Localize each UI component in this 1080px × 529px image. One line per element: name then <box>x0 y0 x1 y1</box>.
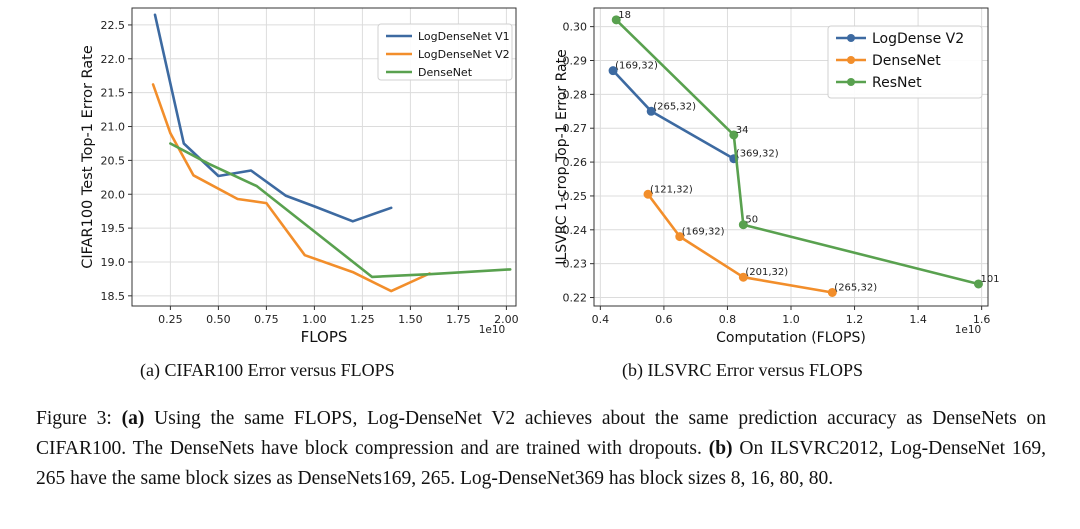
chart2-point-label: 18 <box>618 10 631 21</box>
chart2-y-tick-label: 0.24 <box>563 224 588 237</box>
chart1-x-tick-label: 1.25 <box>350 313 375 326</box>
chart1-legend-box <box>377 23 513 81</box>
chart2-y-tick-label: 0.26 <box>563 156 588 169</box>
chart2-point-label: (369,32) <box>736 149 779 160</box>
chart2-y-axis-label: ILSVRC 1-crop Top-1 Error Rate <box>554 49 570 264</box>
chart1-y-tick-label: 21.0 <box>101 121 126 134</box>
chart1-x-tick-label: 2.00 <box>494 313 519 326</box>
chart1-legend-label-3: DenseNet <box>418 66 473 79</box>
chart2-series-line-1 <box>611 69 736 160</box>
chart2-y-tick-label: 0.27 <box>563 122 588 135</box>
chart2-plot-frame <box>593 7 989 307</box>
chart2-legend-marker-2 <box>847 56 855 64</box>
chart2-data-point <box>643 189 653 199</box>
chart2-legend-box <box>827 25 983 99</box>
chart1-x-tick-label: 1.00 <box>302 313 327 326</box>
chart1-y-tick-label: 18.5 <box>101 290 126 303</box>
chart2-y-tick-label: 0.30 <box>563 21 588 34</box>
chart1-y-tick-label: 20.5 <box>101 154 126 167</box>
chart2-legend-marker-3 <box>847 78 855 86</box>
caption-text-b: On ILSVRC2012, Log-DenseNet 169, 265 hav… <box>36 438 1047 489</box>
chart1-series-line-3 <box>169 142 512 279</box>
chart2-point-label: (121,32) <box>650 184 693 195</box>
chart2-x-offset-label: 1e10 <box>955 324 982 336</box>
chart2-point-label: 50 <box>745 215 758 226</box>
chart1-x-axis-label: FLOPS <box>301 328 348 346</box>
chart2-y-tick-label: 0.25 <box>563 190 588 203</box>
chart2-legend-marker-1 <box>847 34 855 42</box>
chart2-data-point <box>827 287 837 297</box>
chart2-data-point <box>738 220 748 230</box>
chart2-x-tick-label: 1.2 <box>846 313 864 326</box>
chart2-data-point <box>608 66 618 76</box>
chart1-series-line-1 <box>153 13 393 223</box>
caption-text-a: Using the same FLOPS, Log-DenseNet V2 ac… <box>36 408 1046 459</box>
chart2-data-point <box>611 15 621 25</box>
chart2-legend-label-1: LogDense V2 <box>872 31 964 47</box>
chart1-y-tick-label: 21.5 <box>101 87 126 100</box>
caption-tag-b: (b) <box>708 438 733 459</box>
chart1-x-offset-label: 1e10 <box>479 324 506 336</box>
chart1-y-tick-label: 22.0 <box>101 53 126 66</box>
chart1-y-tick-label: 19.5 <box>101 222 126 235</box>
chart2-legend-label-3: ResNet <box>872 75 922 91</box>
chart2-point-label: (265,32) <box>653 101 696 112</box>
chart2-x-tick-label: 1.4 <box>909 313 927 326</box>
chart2-series-line-2 <box>646 193 834 294</box>
chart2-x-tick-label: 1.6 <box>973 313 991 326</box>
chart1-x-tick-label: 1.50 <box>398 313 423 326</box>
chart2-point-label: 101 <box>980 274 999 285</box>
chart2-data-point <box>973 279 983 289</box>
chart2-x-tick-label: 1.0 <box>782 313 800 326</box>
chart2-data-point <box>675 232 685 242</box>
chart2-series-line-3 <box>614 18 980 286</box>
chart2-y-tick-label: 0.22 <box>563 292 588 305</box>
chart1-x-tick-label: 0.75 <box>254 313 279 326</box>
chart1-x-tick-label: 1.75 <box>446 313 471 326</box>
chart2-y-tick-label: 0.29 <box>563 54 588 67</box>
chart1-series-line-2 <box>151 83 431 293</box>
chart2-data-point <box>646 106 656 116</box>
chart2-x-tick-label: 0.6 <box>655 313 673 326</box>
chart1-plot-frame <box>131 7 517 307</box>
chart1-y-axis-label: CIFAR100 Test Top-1 Error Rate <box>80 45 96 269</box>
chart2-data-point <box>729 130 739 140</box>
chart2-y-tick-label: 0.28 <box>563 88 588 101</box>
figure-caption: Figure 3: (a) Using the same FLOPS, Log-… <box>36 404 1046 494</box>
chart1-y-tick-label: 22.5 <box>101 19 126 32</box>
chart1-x-tick-label: 0.50 <box>206 313 231 326</box>
chart2-legend-label-2: DenseNet <box>872 53 941 69</box>
subcaption-a: (a) CIFAR100 Error versus FLOPS <box>140 360 395 380</box>
chart2-point-label: (169,32) <box>682 227 725 238</box>
caption-figure-label: Figure 3: <box>36 408 122 429</box>
chart2-point-label: (169,32) <box>615 61 658 72</box>
chart2-point-label: 34 <box>736 125 749 136</box>
chart2-point-label: (201,32) <box>745 267 788 278</box>
chart2-data-point <box>738 272 748 282</box>
chart2-x-tick-label: 0.8 <box>719 313 737 326</box>
subcaption-b: (b) ILSVRC Error versus FLOPS <box>622 360 863 380</box>
chart2-point-label: (265,32) <box>834 282 877 293</box>
chart1-x-tick-label: 0.25 <box>158 313 183 326</box>
chart2-x-axis-label: Computation (FLOPS) <box>716 330 866 346</box>
figure-canvas: 0.25 0.50 0.75 1.00 1.25 1.50 1.75 2.00 18.5 19.0… <box>80 7 1000 346</box>
chart1-legend-label-2: LogDenseNet V2 <box>418 48 510 61</box>
caption-tag-a: (a) <box>121 408 145 429</box>
chart1-y-tick-label: 19.0 <box>101 256 126 269</box>
chart2-y-tick-label: 0.23 <box>563 258 588 271</box>
chart1-legend-label-1: LogDenseNet V1 <box>418 30 510 43</box>
chart1-y-tick-label: 20.0 <box>101 188 126 201</box>
chart2-x-tick-label: 0.4 <box>592 313 610 326</box>
